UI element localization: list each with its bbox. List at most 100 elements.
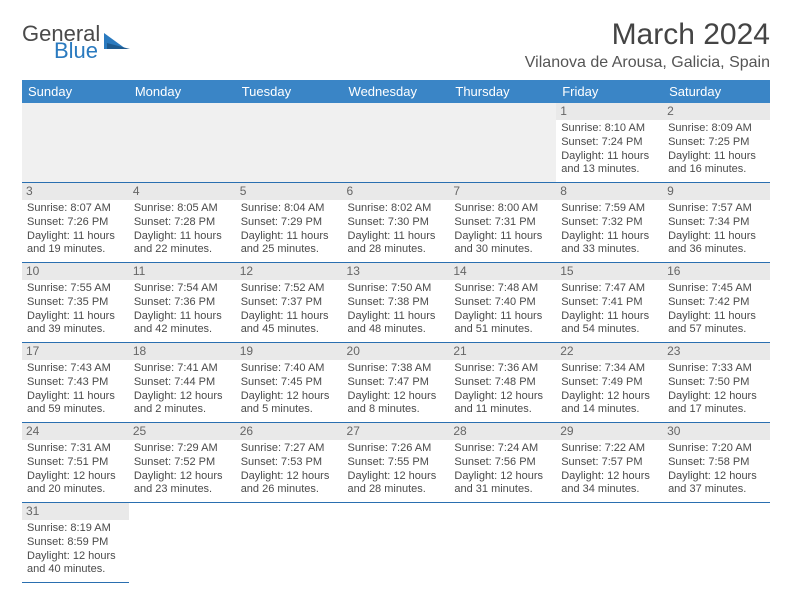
day-number: 24 <box>22 423 129 440</box>
title-block: March 2024 Vilanova de Arousa, Galicia, … <box>525 18 770 72</box>
sunset: Sunset: 7:26 PM <box>27 216 124 230</box>
calendar-day: 10Sunrise: 7:55 AMSunset: 7:35 PMDayligh… <box>22 263 129 343</box>
sunrise: Sunrise: 7:57 AM <box>668 202 765 216</box>
calendar-day: 1 Sunrise: 8:10 AMSunset: 7:24 PMDaylight… <box>556 103 663 183</box>
sunset: Sunset: 7:40 PM <box>454 296 551 310</box>
day-number: 11 <box>129 263 236 280</box>
calendar-day: 7Sunrise: 8:00 AMSunset: 7:31 PMDaylight… <box>449 183 556 263</box>
daylight: Daylight: 11 hours and 42 minutes. <box>134 310 231 338</box>
day-info: Sunrise: 7:26 AMSunset: 7:55 PMDaylight:… <box>348 442 445 497</box>
day-info: Sunrise: 7:41 AMSunset: 7:44 PMDaylight:… <box>134 362 231 417</box>
day-info: Sunrise: 7:54 AMSunset: 7:36 PMDaylight:… <box>134 282 231 337</box>
sunrise: Sunrise: 7:27 AM <box>241 442 338 456</box>
calendar-day: 5Sunrise: 8:04 AMSunset: 7:29 PMDaylight… <box>236 183 343 263</box>
calendar-day: 31 Sunrise: 8:19 AMSunset: 8:59 PMDayligh… <box>22 503 129 583</box>
day-number: 16 <box>663 263 770 280</box>
day-header: Monday <box>129 80 236 103</box>
sunset: Sunset: 7:44 PM <box>134 376 231 390</box>
calendar-empty-cell <box>129 103 236 183</box>
sunrise: Sunrise: 7:54 AM <box>134 282 231 296</box>
calendar-body: 1 Sunrise: 8:10 AMSunset: 7:24 PMDaylight… <box>22 103 770 583</box>
sunrise: Sunrise: 7:20 AM <box>668 442 765 456</box>
day-info: Sunrise: 7:55 AMSunset: 7:35 PMDaylight:… <box>27 282 124 337</box>
daylight: Daylight: 12 hours and 31 minutes. <box>454 470 551 498</box>
day-info: Sunrise: 8:19 AMSunset: 8:59 PMDaylight:… <box>27 522 124 577</box>
sunset: Sunset: 7:29 PM <box>241 216 338 230</box>
calendar-empty-cell <box>236 103 343 183</box>
daylight: Daylight: 11 hours and 57 minutes. <box>668 310 765 338</box>
daylight: Daylight: 11 hours and 51 minutes. <box>454 310 551 338</box>
logo: General Blue <box>22 24 100 62</box>
sunrise: Sunrise: 7:59 AM <box>561 202 658 216</box>
daylight: Daylight: 12 hours and 23 minutes. <box>134 470 231 498</box>
calendar-day: 20 Sunrise: 7:38 AMSunset: 7:47 PMDayligh… <box>343 343 450 423</box>
calendar-tail-empty <box>449 503 556 583</box>
daylight: Daylight: 11 hours and 16 minutes. <box>668 150 765 178</box>
day-number: 20 <box>343 343 450 360</box>
day-header: Saturday <box>663 80 770 103</box>
calendar-day: 6Sunrise: 8:02 AMSunset: 7:30 PMDaylight… <box>343 183 450 263</box>
day-info: Sunrise: 7:59 AMSunset: 7:32 PMDaylight:… <box>561 202 658 257</box>
calendar-day: 8Sunrise: 7:59 AMSunset: 7:32 PMDaylight… <box>556 183 663 263</box>
sunrise: Sunrise: 8:00 AM <box>454 202 551 216</box>
calendar-empty-cell <box>343 103 450 183</box>
calendar-day: 24Sunrise: 7:31 AMSunset: 7:51 PMDayligh… <box>22 423 129 503</box>
daylight: Daylight: 11 hours and 30 minutes. <box>454 230 551 258</box>
day-header: Tuesday <box>236 80 343 103</box>
day-info: Sunrise: 7:40 AMSunset: 7:45 PMDaylight:… <box>241 362 338 417</box>
day-info: Sunrise: 7:34 AMSunset: 7:49 PMDaylight:… <box>561 362 658 417</box>
daylight: Daylight: 11 hours and 28 minutes. <box>348 230 445 258</box>
calendar-empty-cell <box>22 103 129 183</box>
sunset: Sunset: 7:25 PM <box>668 136 765 150</box>
sunset: Sunset: 7:30 PM <box>348 216 445 230</box>
day-number: 23 <box>663 343 770 360</box>
sunset: Sunset: 7:47 PM <box>348 376 445 390</box>
sunset: Sunset: 7:58 PM <box>668 456 765 470</box>
sunrise: Sunrise: 7:41 AM <box>134 362 231 376</box>
sunset: Sunset: 7:52 PM <box>134 456 231 470</box>
day-info: Sunrise: 7:47 AMSunset: 7:41 PMDaylight:… <box>561 282 658 337</box>
sunrise: Sunrise: 7:38 AM <box>348 362 445 376</box>
sunrise: Sunrise: 7:52 AM <box>241 282 338 296</box>
daylight: Daylight: 12 hours and 28 minutes. <box>348 470 445 498</box>
day-info: Sunrise: 7:45 AMSunset: 7:42 PMDaylight:… <box>668 282 765 337</box>
day-info: Sunrise: 8:04 AMSunset: 7:29 PMDaylight:… <box>241 202 338 257</box>
day-info: Sunrise: 7:38 AMSunset: 7:47 PMDaylight:… <box>348 362 445 417</box>
daylight: Daylight: 11 hours and 54 minutes. <box>561 310 658 338</box>
sunset: Sunset: 7:48 PM <box>454 376 551 390</box>
calendar-tail-empty <box>663 503 770 583</box>
day-header: Wednesday <box>343 80 450 103</box>
day-number: 18 <box>129 343 236 360</box>
sunrise: Sunrise: 7:55 AM <box>27 282 124 296</box>
day-header: Sunday <box>22 80 129 103</box>
sunrise: Sunrise: 7:33 AM <box>668 362 765 376</box>
sunrise: Sunrise: 7:22 AM <box>561 442 658 456</box>
day-number: 13 <box>343 263 450 280</box>
day-info: Sunrise: 7:22 AMSunset: 7:57 PMDaylight:… <box>561 442 658 497</box>
sunset: Sunset: 8:59 PM <box>27 536 124 550</box>
sunset: Sunset: 7:55 PM <box>348 456 445 470</box>
sunrise: Sunrise: 7:48 AM <box>454 282 551 296</box>
sunrise: Sunrise: 7:24 AM <box>454 442 551 456</box>
calendar-day: 9Sunrise: 7:57 AMSunset: 7:34 PMDaylight… <box>663 183 770 263</box>
calendar-week: 17Sunrise: 7:43 AMSunset: 7:43 PMDayligh… <box>22 343 770 423</box>
day-info: Sunrise: 8:10 AMSunset: 7:24 PMDaylight:… <box>561 122 658 177</box>
sunset: Sunset: 7:57 PM <box>561 456 658 470</box>
day-info: Sunrise: 7:50 AMSunset: 7:38 PMDaylight:… <box>348 282 445 337</box>
calendar-week: 3Sunrise: 8:07 AMSunset: 7:26 PMDaylight… <box>22 183 770 263</box>
calendar-week: 31 Sunrise: 8:19 AMSunset: 8:59 PMDayligh… <box>22 503 770 583</box>
calendar-day: 13 Sunrise: 7:50 AMSunset: 7:38 PMDayligh… <box>343 263 450 343</box>
sunset: Sunset: 7:24 PM <box>561 136 658 150</box>
calendar-day: 29Sunrise: 7:22 AMSunset: 7:57 PMDayligh… <box>556 423 663 503</box>
calendar-day: 23Sunrise: 7:33 AMSunset: 7:50 PMDayligh… <box>663 343 770 423</box>
sunrise: Sunrise: 7:36 AM <box>454 362 551 376</box>
day-number: 1 <box>556 103 663 120</box>
daylight: Daylight: 11 hours and 13 minutes. <box>561 150 658 178</box>
sunrise: Sunrise: 7:31 AM <box>27 442 124 456</box>
day-header: Friday <box>556 80 663 103</box>
location: Vilanova de Arousa, Galicia, Spain <box>525 54 770 72</box>
daylight: Daylight: 12 hours and 2 minutes. <box>134 390 231 418</box>
day-number: 31 <box>22 503 129 520</box>
calendar-day: 19Sunrise: 7:40 AMSunset: 7:45 PMDayligh… <box>236 343 343 423</box>
sunset: Sunset: 7:53 PM <box>241 456 338 470</box>
